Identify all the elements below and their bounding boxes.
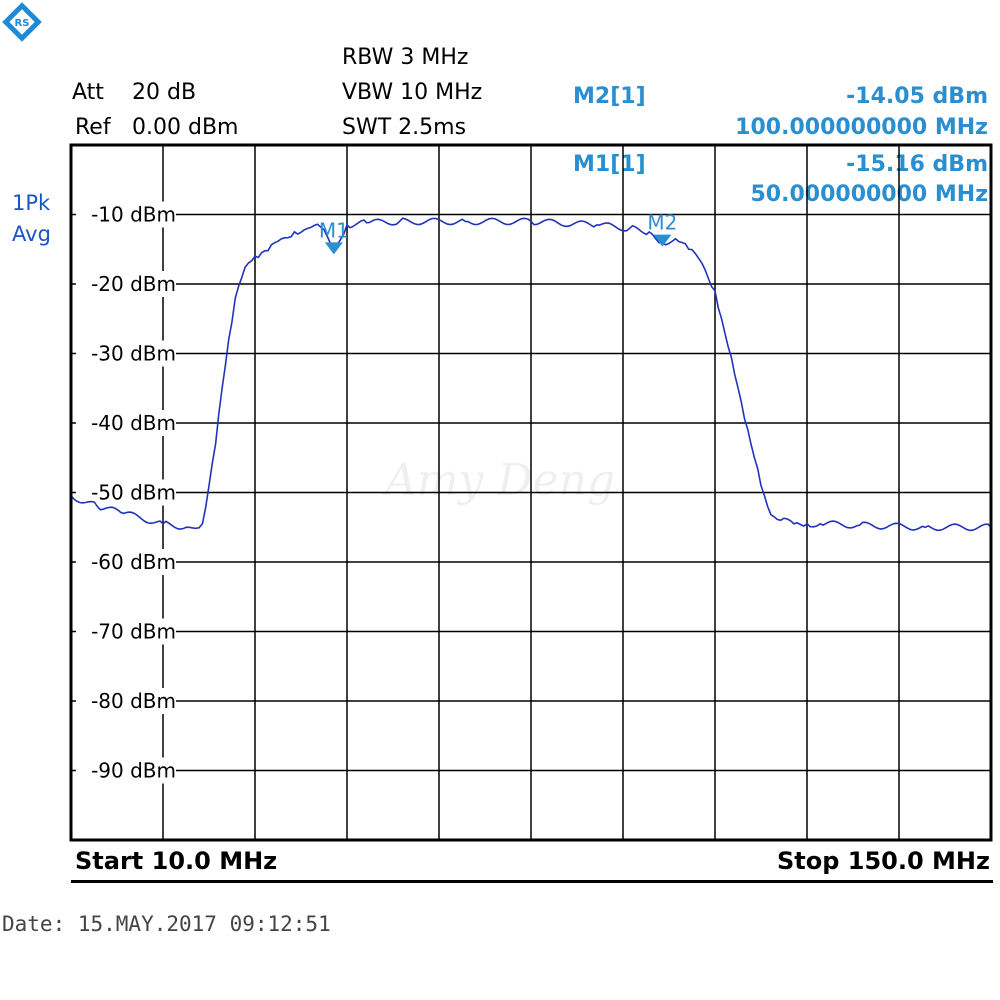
y-tick-label: -40 dBm (91, 411, 176, 435)
trace-mode-label: Avg (12, 222, 51, 246)
vbw-setting: VBW 10 MHz (342, 80, 483, 105)
plot-frame (69, 143, 993, 842)
att-label: Att (72, 80, 104, 105)
tick-label-background (76, 410, 176, 436)
grid (71, 145, 991, 840)
tick-label-background (76, 271, 176, 297)
marker2-frequency: 100.000000000 MHz (735, 115, 988, 140)
watermark-text: Amy Deng (385, 455, 616, 506)
y-tick-label: -90 dBm (91, 759, 176, 783)
svg-text:RS: RS (15, 18, 30, 29)
ref-value: 0.00 dBm (132, 115, 239, 140)
sweep-time-setting: SWT 2.5ms (342, 115, 467, 140)
tick-label-background (76, 340, 176, 367)
y-tick-label: -50 dBm (91, 481, 176, 505)
marker-label: M2 (647, 211, 677, 235)
y-tick-label: -30 dBm (91, 342, 176, 366)
y-tick-label: -80 dBm (91, 689, 176, 713)
y-tick-label: -20 dBm (91, 272, 176, 296)
tick-label-background (76, 201, 176, 228)
tick-label-background (76, 688, 176, 714)
y-tick-label: -60 dBm (91, 550, 176, 574)
footer-bar (71, 840, 993, 883)
marker-triangle-icon (653, 234, 672, 247)
y-axis-tick-labels: -10 dBm -20 dBm -30 dBm -40 dBm -50 dBm -60 d… (76, 201, 176, 784)
y-tick-label: -70 dBm (91, 620, 176, 644)
spectrum-trace (70, 217, 992, 532)
marker2-level: -14.05 dBm (846, 84, 988, 109)
marker-triangle-icon (324, 242, 343, 255)
trace-detector-label: 1Pk (12, 191, 51, 215)
tick-label-background (76, 618, 176, 645)
marker1-level: -15.16 dBm (846, 152, 988, 177)
marker2-label: M2[1] (573, 84, 646, 109)
y-tick-label: -10 dBm (91, 203, 176, 227)
ref-label: Ref (75, 115, 111, 140)
rohde-schwarz-logo-icon: RS (2, 2, 42, 42)
marker1-frequency: 50.000000000 MHz (750, 182, 988, 207)
stop-frequency: Stop 150.0 MHz (777, 847, 990, 875)
tick-label-background (76, 549, 176, 575)
tick-label-background (76, 757, 176, 784)
att-value: 20 dB (132, 80, 197, 105)
start-frequency: Start 10.0 MHz (75, 847, 278, 875)
marker1-label: M1[1] (573, 152, 646, 177)
rbw-setting: RBW 3 MHz (342, 45, 469, 70)
markers: M1 M2 (319, 211, 677, 255)
marker-label: M1 (319, 218, 349, 242)
date-stamp: Date: 15.MAY.2017 09:12:51 (2, 912, 331, 936)
